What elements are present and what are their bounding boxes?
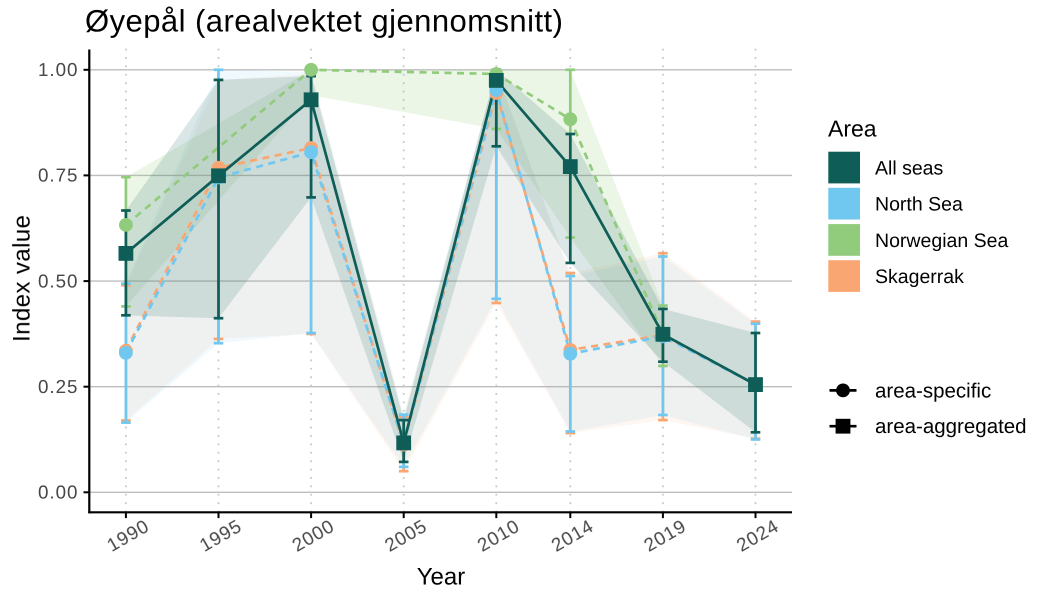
svg-text:area-specific: area-specific: [875, 379, 991, 402]
svg-text:0.25: 0.25: [38, 376, 79, 397]
svg-text:All seas: All seas: [875, 158, 944, 180]
svg-text:North Sea: North Sea: [875, 194, 963, 216]
svg-text:area-aggregated: area-aggregated: [875, 415, 1027, 438]
svg-text:Area: Area: [828, 116, 877, 142]
svg-text:Index value: Index value: [9, 215, 36, 342]
svg-text:Øyepål (arealvektet gjennomsni: Øyepål (arealvektet gjennomsnitt): [85, 4, 563, 39]
svg-text:Year: Year: [417, 564, 466, 591]
svg-text:Norwegian Sea: Norwegian Sea: [875, 230, 1008, 252]
svg-text:1.00: 1.00: [38, 59, 79, 80]
svg-text:0.75: 0.75: [38, 165, 79, 186]
svg-text:Skagerrak: Skagerrak: [875, 266, 964, 288]
svg-text:0.00: 0.00: [38, 482, 79, 503]
svg-text:0.50: 0.50: [38, 270, 79, 291]
